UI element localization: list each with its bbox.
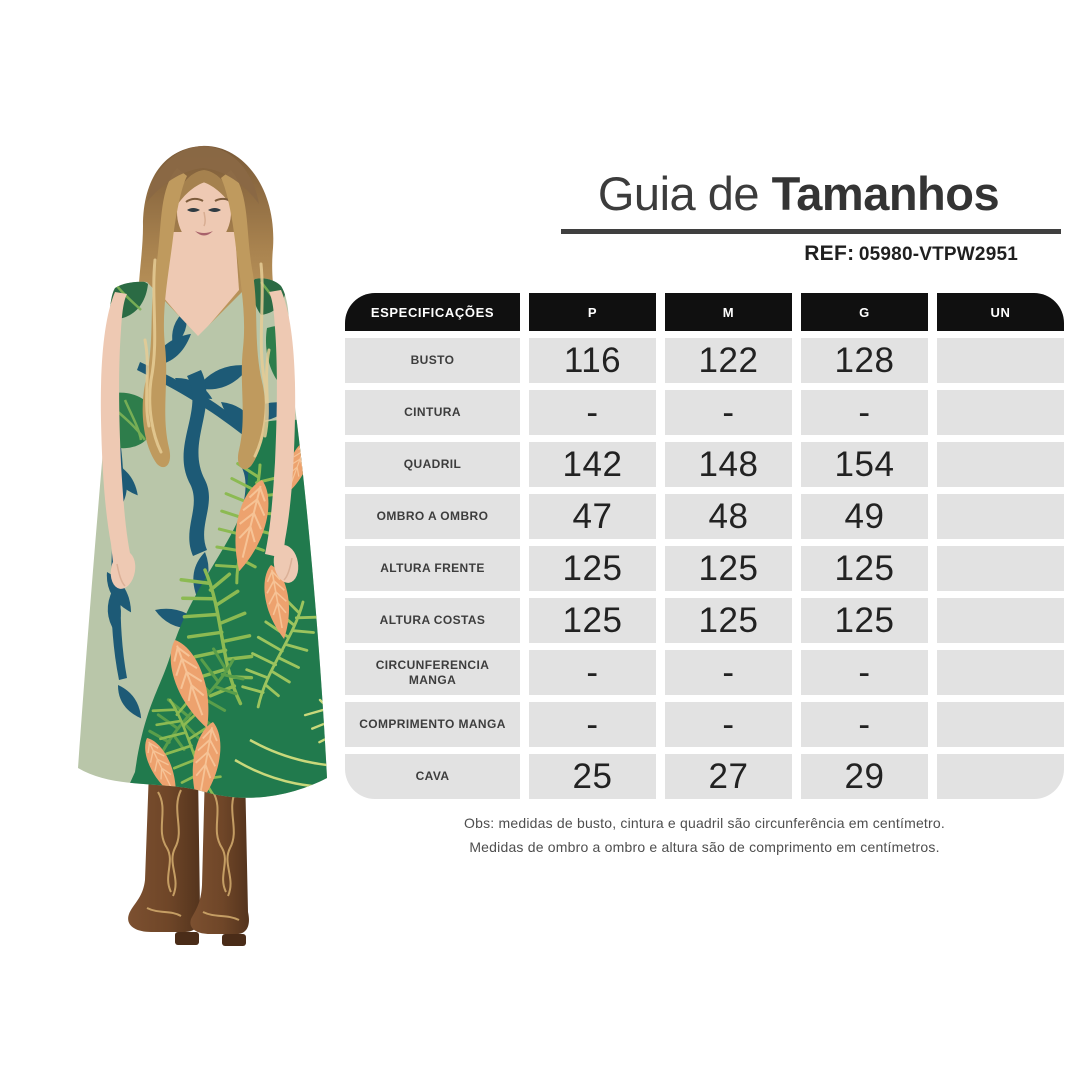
title-bold-part: Tamanhos bbox=[771, 167, 1000, 220]
table-row: CINTURA - - - bbox=[345, 390, 1064, 435]
model-face bbox=[175, 170, 233, 247]
column-header-m: M bbox=[665, 293, 792, 331]
spec-label-cell: BUSTO bbox=[345, 338, 520, 383]
measure-value-cell: 148 bbox=[665, 442, 792, 487]
arms bbox=[100, 290, 299, 589]
measure-value-cell: 47 bbox=[529, 494, 656, 539]
table-row: ALTURA FRENTE 125 125 125 bbox=[345, 546, 1064, 591]
size-note-line2: Medidas de ombro a ombro e altura são de… bbox=[469, 838, 940, 855]
measure-value-cell bbox=[937, 338, 1064, 383]
measure-value-cell: - bbox=[529, 702, 656, 747]
table-row: CIRCUNFERENCIA MANGA - - - bbox=[345, 650, 1064, 695]
measure-value-cell: 125 bbox=[801, 598, 928, 643]
measure-value-cell: - bbox=[665, 650, 792, 695]
column-header-g: G bbox=[801, 293, 928, 331]
measure-value-cell: 125 bbox=[529, 546, 656, 591]
title-regular-part: Guia de bbox=[597, 167, 772, 220]
column-header-p: P bbox=[529, 293, 656, 331]
spec-label-cell: COMPRIMENTO MANGA bbox=[345, 702, 520, 747]
measure-value-cell: - bbox=[529, 650, 656, 695]
measure-value-cell: 125 bbox=[665, 598, 792, 643]
cowboy-boots bbox=[128, 770, 249, 946]
palm-fronds bbox=[134, 457, 327, 798]
table-row: QUADRIL 142 148 154 bbox=[345, 442, 1064, 487]
measure-value-cell: 128 bbox=[801, 338, 928, 383]
measure-value-cell: 154 bbox=[801, 442, 928, 487]
measure-value-cell: 142 bbox=[529, 442, 656, 487]
model-skin bbox=[157, 232, 239, 338]
size-note: Obs: medidas de busto, cintura e quadril… bbox=[345, 812, 1064, 860]
reference-line: REF: 05980-VTPW2951 bbox=[535, 242, 1062, 266]
product-photo bbox=[55, 140, 385, 960]
measure-value-cell: 25 bbox=[529, 754, 656, 799]
measure-value-cell bbox=[937, 546, 1064, 591]
measure-value-cell bbox=[937, 702, 1064, 747]
measure-value-cell: 48 bbox=[665, 494, 792, 539]
title-underline bbox=[561, 228, 1061, 234]
model-photo-illustration bbox=[78, 145, 327, 946]
spec-label-cell: CINTURA bbox=[345, 390, 520, 435]
measure-value-cell: - bbox=[665, 702, 792, 747]
measure-value-cell bbox=[937, 442, 1064, 487]
spec-label-cell: OMBRO A OMBRO bbox=[345, 494, 520, 539]
hair-front bbox=[142, 146, 271, 470]
table-row: BUSTO 116 122 128 bbox=[345, 338, 1064, 383]
measure-value-cell: 125 bbox=[801, 546, 928, 591]
measure-value-cell: 27 bbox=[665, 754, 792, 799]
spec-label-cell: ALTURA COSTAS bbox=[345, 598, 520, 643]
spec-label-cell: CAVA bbox=[345, 754, 520, 799]
column-header-specs: ESPECIFICAÇÕES bbox=[345, 293, 520, 331]
measure-value-cell bbox=[937, 494, 1064, 539]
spec-label-cell: ALTURA FRENTE bbox=[345, 546, 520, 591]
measure-value-cell bbox=[937, 598, 1064, 643]
ref-label: REF: bbox=[804, 241, 855, 265]
table-row: OMBRO A OMBRO 47 48 49 bbox=[345, 494, 1064, 539]
table-row: COMPRIMENTO MANGA - - - bbox=[345, 702, 1064, 747]
measure-value-cell bbox=[937, 390, 1064, 435]
measure-value-cell: - bbox=[529, 390, 656, 435]
column-header-un: UN bbox=[937, 293, 1064, 331]
measure-value-cell bbox=[937, 650, 1064, 695]
measure-value-cell: 116 bbox=[529, 338, 656, 383]
spec-label-cell: CIRCUNFERENCIA MANGA bbox=[345, 650, 520, 695]
size-table-body: BUSTO 116 122 128 CINTURA - - - QUADRIL 142 148 154… bbox=[345, 338, 1064, 799]
ref-value: 05980-VTPW2951 bbox=[858, 243, 1018, 265]
measure-value-cell: - bbox=[801, 650, 928, 695]
size-note-line1: Obs: medidas de busto, cintura e quadril… bbox=[464, 815, 945, 831]
table-row: CAVA 25 27 29 bbox=[345, 754, 1064, 799]
spec-label-cell: QUADRIL bbox=[345, 442, 520, 487]
measure-value-cell: 122 bbox=[665, 338, 792, 383]
table-row: ALTURA COSTAS 125 125 125 bbox=[345, 598, 1064, 643]
measure-value-cell bbox=[937, 754, 1064, 799]
measure-value-cell: 125 bbox=[529, 598, 656, 643]
measure-value-cell: - bbox=[801, 390, 928, 435]
size-table: ESPECIFICAÇÕES P M G UN BUSTO 116 122 128 CI… bbox=[345, 293, 1064, 806]
measure-value-cell: 49 bbox=[801, 494, 928, 539]
measure-value-cell: - bbox=[665, 390, 792, 435]
measure-value-cell: 29 bbox=[801, 754, 928, 799]
page-title: Guia de Tamanhos bbox=[535, 168, 1062, 220]
guide-header: Guia de Tamanhos REF: 05980-VTPW2951 bbox=[535, 168, 1062, 266]
measure-value-cell: 125 bbox=[665, 546, 792, 591]
size-table-header: ESPECIFICAÇÕES P M G UN bbox=[345, 293, 1064, 331]
measure-value-cell: - bbox=[801, 702, 928, 747]
